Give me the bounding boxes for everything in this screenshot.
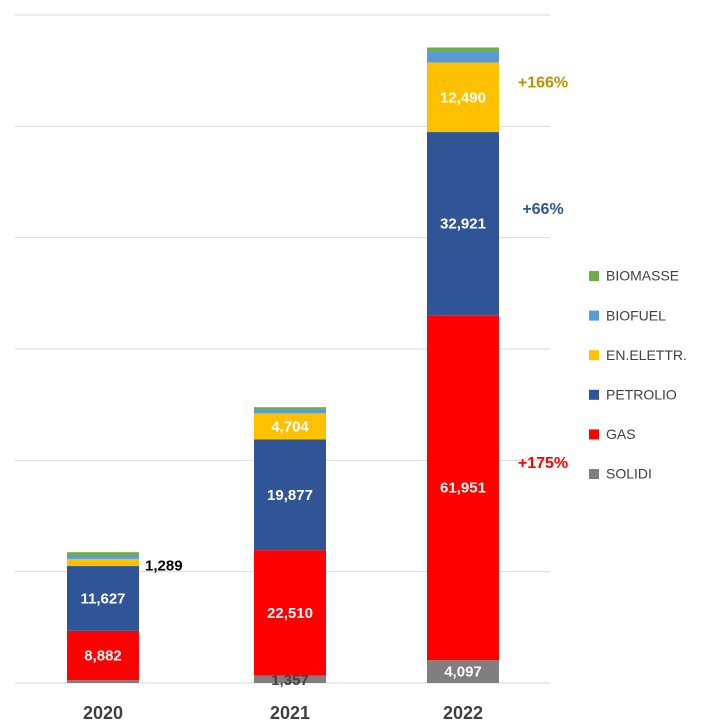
bar-segment	[254, 439, 326, 551]
data-label: 1,289	[145, 557, 183, 574]
bar-segment	[67, 566, 139, 631]
data-label: 4,097	[444, 664, 482, 681]
bar-segment	[67, 680, 139, 683]
legend-label: PETROLIO	[606, 387, 677, 403]
bar-segment	[254, 409, 326, 414]
data-label: 4,704	[271, 418, 309, 435]
bar-segment	[254, 407, 326, 410]
data-label: 11,627	[80, 590, 125, 607]
legend-swatch	[589, 469, 599, 479]
annotation: +66%	[522, 201, 563, 218]
bar-segment	[254, 675, 326, 683]
bar-segment	[427, 660, 499, 683]
legend-label: EN.ELETTR.	[606, 347, 687, 363]
data-label: 1,357	[271, 672, 309, 689]
bar-segment	[67, 558, 139, 567]
legend-swatch	[589, 271, 599, 281]
bar-segment	[254, 413, 326, 440]
legend-swatch	[589, 350, 599, 361]
bar-segment	[67, 552, 139, 555]
annotation: +166%	[518, 75, 568, 92]
bar-segment	[254, 550, 326, 676]
bar-segment	[67, 554, 139, 559]
data-label: 8,882	[84, 647, 122, 664]
legend-label: BIOFUEL	[606, 307, 666, 323]
bar-segment	[427, 62, 499, 133]
legend-label: BIOMASSE	[606, 268, 679, 284]
legend-label: SOLIDI	[606, 466, 652, 482]
legend-label: GAS	[606, 426, 636, 442]
data-label: 32,921	[440, 216, 486, 233]
legend-swatch	[589, 389, 599, 400]
bar-segment	[67, 630, 139, 681]
bar-segment	[427, 47, 499, 52]
legend-swatch	[589, 429, 599, 440]
annotation: +175%	[518, 455, 568, 472]
data-label: 22,510	[267, 605, 313, 622]
data-label: 12,490	[440, 89, 486, 106]
data-label: 19,877	[267, 487, 313, 504]
bar-segment	[427, 132, 499, 316]
x-tick-label: 2020	[83, 703, 123, 723]
legend-swatch	[589, 310, 599, 321]
x-tick-label: 2021	[270, 703, 310, 723]
data-label: 61,951	[440, 480, 486, 497]
bar-segment	[427, 51, 499, 63]
bar-segment	[427, 315, 499, 661]
x-tick-label: 2022	[443, 703, 483, 723]
